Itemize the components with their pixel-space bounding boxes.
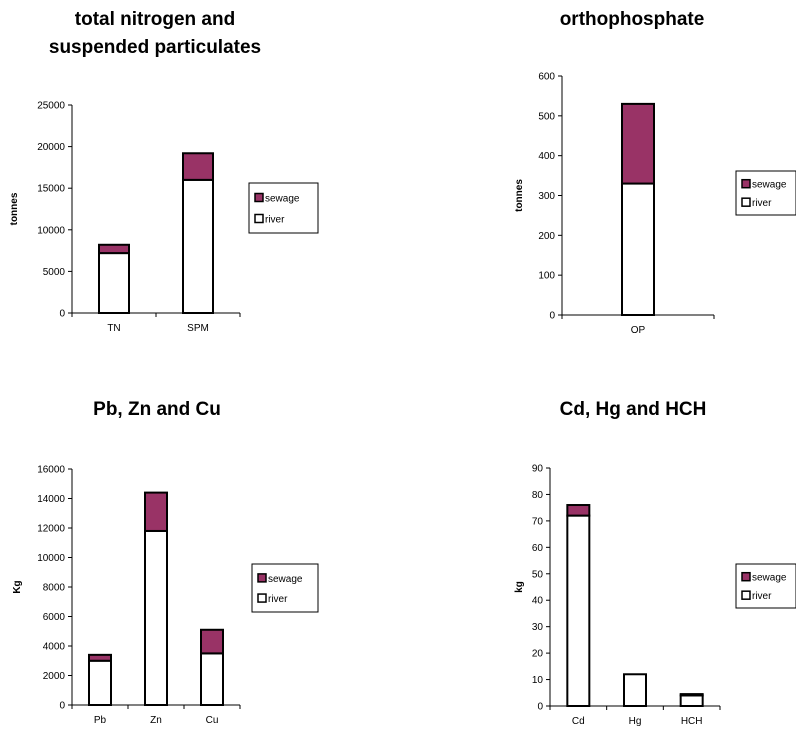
legend-label-river: river <box>268 594 288 605</box>
y-axis-label: tonnes <box>514 179 525 212</box>
chart-title: total nitrogen and <box>75 9 235 30</box>
legend-label-river: river <box>752 198 772 209</box>
bar-sewage-Cd <box>566 504 591 517</box>
legend-label-river: river <box>265 215 285 226</box>
legend-box <box>735 563 796 609</box>
y-tick-label: 10 <box>532 675 544 686</box>
chart-4: Cd, Hg and HCH 0 10 20 30 40 50 60 70 80 90 kg Cd Hg H… <box>514 399 796 727</box>
y-tick-label: 100 <box>538 271 555 282</box>
y-tick-label: 60 <box>532 543 544 554</box>
legend: sewage river <box>251 563 319 613</box>
x-tick-label: Zn <box>150 715 162 726</box>
bar-river-Cd <box>566 514 591 707</box>
bar-river-SPM <box>182 178 214 314</box>
legend-label-sewage: sewage <box>268 574 303 585</box>
y-axis-label: tonnes <box>9 192 20 225</box>
x-tick-label: Hg <box>629 716 642 727</box>
legend-box <box>248 182 319 234</box>
y-tick-label: 16000 <box>37 465 65 476</box>
chart-title: suspended particulates <box>49 37 261 58</box>
x-tick-label: OP <box>631 325 646 336</box>
bar-sewage-HCH <box>679 693 704 697</box>
bar-sewage-Cu <box>200 628 224 655</box>
legend-swatch-sewage <box>741 178 751 189</box>
y-tick-label: 50 <box>532 569 544 580</box>
y-tick-label: 300 <box>538 191 555 202</box>
chart-3: Pb, Zn and Cu 0 2000 4000 6000 8000 10000 12000… <box>12 399 319 726</box>
y-tick-label: 80 <box>532 490 544 501</box>
legend-swatch-sewage <box>257 573 267 583</box>
x-tick-label: TN <box>107 323 120 334</box>
chart-title: Pb, Zn and Cu <box>93 399 221 420</box>
legend-box <box>251 563 319 613</box>
bar-sewage-SPM <box>182 152 214 181</box>
y-tick-label: 400 <box>538 151 555 162</box>
y-tick-label: 25000 <box>37 101 65 112</box>
y-tick-label: 15000 <box>37 184 65 195</box>
bar-sewage-OP <box>621 102 655 185</box>
y-tick-label: 40 <box>532 596 544 607</box>
legend-box <box>735 170 796 216</box>
bar-sewage-Pb <box>88 653 112 662</box>
y-tick-label: 20000 <box>37 142 65 153</box>
y-tick-label: 12000 <box>37 524 65 535</box>
y-tick-label: 70 <box>532 516 544 527</box>
y-tick-label: 500 <box>538 111 555 122</box>
y-tick-label: 30 <box>532 622 544 633</box>
bar-sewage-Zn <box>144 491 168 532</box>
x-tick-label: SPM <box>187 323 209 334</box>
y-tick-label: 200 <box>538 231 555 242</box>
y-tick-label: 10000 <box>37 225 65 236</box>
y-tick-label: 600 <box>538 72 555 83</box>
bar-river-Pb <box>88 659 112 706</box>
x-tick-label: HCH <box>681 716 703 727</box>
legend-swatch-river <box>741 197 751 207</box>
legend-label-river: river <box>752 591 772 602</box>
chart-1: total nitrogen and suspended particulates… <box>9 9 319 334</box>
legend: sewage river <box>248 182 319 234</box>
legend-swatch-sewage <box>741 571 751 582</box>
y-tick-label: 8000 <box>43 583 66 594</box>
bar-river-Zn <box>144 529 168 707</box>
legend-swatch-river <box>254 213 264 224</box>
legend: sewage river <box>735 563 796 609</box>
legend-swatch-sewage <box>254 192 264 203</box>
legend-label-sewage: sewage <box>752 180 787 191</box>
x-tick-label: Pb <box>94 715 107 726</box>
legend-swatch-river <box>741 590 751 600</box>
x-tick-label: Cd <box>572 716 585 727</box>
bar-river-OP <box>621 182 655 316</box>
y-axis-label: kg <box>514 581 525 593</box>
y-axis-label: Kg <box>12 580 23 593</box>
y-tick-label: 0 <box>549 311 555 322</box>
legend: sewage river <box>735 170 796 216</box>
y-tick-label: 5000 <box>43 267 66 278</box>
y-tick-label: 14000 <box>37 494 65 505</box>
chart-title: Cd, Hg and HCH <box>560 399 707 420</box>
x-tick-label: Cu <box>206 715 219 726</box>
chart-2: orthophosphate 0 100 200 300 400 500 600 tonnes O… <box>514 9 796 336</box>
bar-river-Cu <box>200 652 224 706</box>
y-tick-label: 20 <box>532 649 544 660</box>
bar-river-HCH <box>679 694 704 708</box>
y-tick-label: 90 <box>532 464 544 475</box>
y-tick-label: 0 <box>537 702 543 713</box>
bar-sewage-TN <box>98 243 130 255</box>
y-tick-label: 0 <box>59 701 65 712</box>
y-tick-label: 4000 <box>43 642 66 653</box>
legend-label-sewage: sewage <box>265 194 300 205</box>
legend-label-sewage: sewage <box>752 573 787 584</box>
legend-swatch-river <box>257 593 267 603</box>
y-tick-label: 10000 <box>37 553 65 564</box>
bar-river-Hg <box>623 673 647 707</box>
y-tick-label: 0 <box>59 309 65 320</box>
y-tick-label: 6000 <box>43 612 66 623</box>
chart-title: orthophosphate <box>560 9 705 30</box>
bar-river-TN <box>98 252 130 314</box>
y-tick-label: 2000 <box>43 671 66 682</box>
